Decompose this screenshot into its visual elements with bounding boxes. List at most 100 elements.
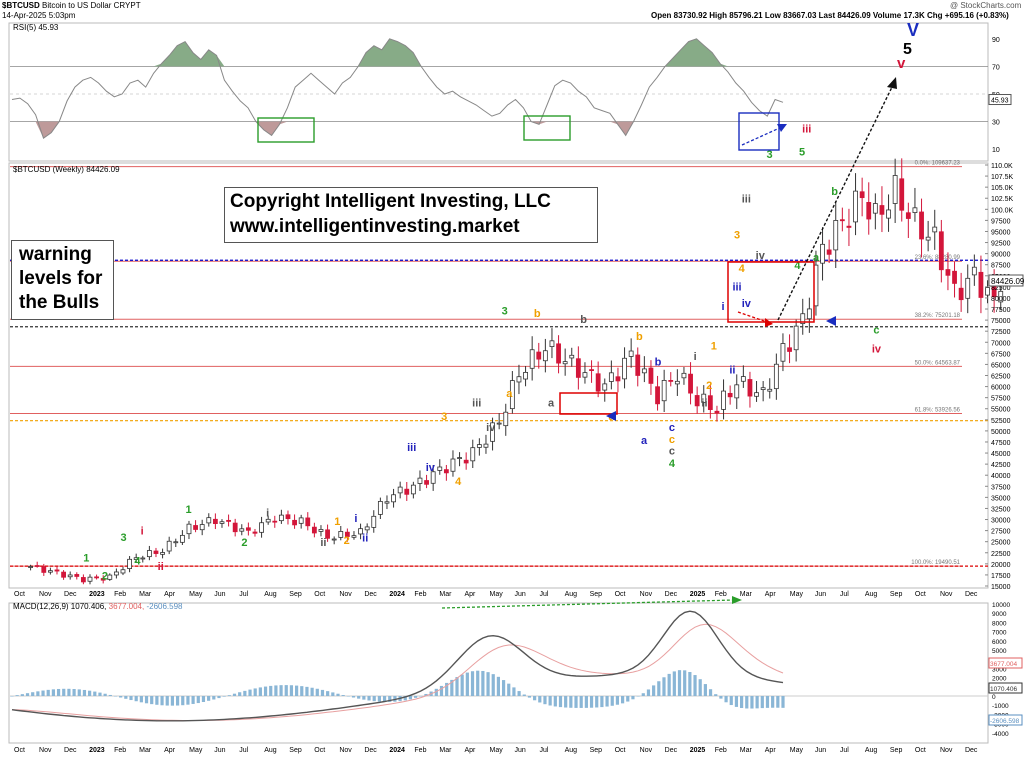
macd-hist-bar — [372, 696, 376, 702]
candle-body — [34, 565, 40, 567]
macd-hist-bar — [191, 696, 195, 704]
price-tick-label: 37500 — [991, 484, 1011, 491]
macd-tick-label: 5000 — [992, 648, 1007, 655]
stockcharts-watermark: @ StockCharts.com — [950, 1, 1022, 10]
candle-body — [463, 459, 469, 464]
macd-hist-bar — [124, 696, 128, 699]
candle-body — [866, 202, 872, 220]
macd-hist-bar — [501, 680, 506, 696]
wave-annotation: c — [873, 324, 879, 336]
candle-body — [186, 523, 192, 535]
wave-label-v: v — [897, 55, 906, 72]
macd-hist-bar — [77, 689, 81, 696]
x-tick-label: Dec — [965, 747, 978, 754]
candle-body — [160, 552, 165, 555]
support-box-2025 — [727, 261, 815, 323]
macd-hist-bar — [445, 682, 449, 696]
x-tick-label: Nov — [640, 747, 653, 754]
macd-hist-bar — [227, 695, 231, 696]
candle-body — [793, 325, 799, 351]
price-tick-label: 70000 — [991, 340, 1011, 347]
macd-hist-bar — [248, 689, 252, 696]
price-tick-label: 25000 — [991, 540, 1011, 547]
macd-hist-bar — [714, 694, 718, 696]
wave-annotation: ii — [320, 537, 326, 549]
macd-hist-bar — [470, 671, 475, 696]
fib-label: 100.0%: 19490.51 — [911, 560, 960, 566]
x-tick-label: Oct — [915, 747, 926, 754]
wave-annotation: b — [580, 314, 587, 326]
candle-body — [648, 367, 654, 384]
x-tick-label: 2025 — [690, 747, 706, 754]
macd-hist-bar — [263, 686, 268, 696]
macd-hist-bar — [543, 696, 547, 705]
macd-hist-bar — [724, 696, 728, 703]
x-tick-label: Aug — [264, 747, 277, 754]
macd-hist-bar — [113, 696, 118, 697]
price-tick-label: 17500 — [991, 573, 1011, 580]
x-tick-label: Aug — [865, 591, 878, 598]
macd-hist-bar — [201, 696, 206, 702]
warning-line3: the Bulls — [19, 292, 100, 313]
wave-annotation: ii — [729, 364, 735, 376]
rsi-tick-label: 70 — [992, 64, 1000, 71]
macd-hist-bar — [232, 693, 237, 696]
x-tick-label: Aug — [264, 591, 277, 598]
candle-body — [886, 209, 891, 219]
x-tick-label: Dec — [64, 747, 77, 754]
macd-label-main: MACD(12,26,9) 1070.406, — [13, 602, 107, 611]
wave-annotation: 1 — [83, 553, 89, 565]
macd-hist-bar — [569, 696, 573, 708]
x-tick-label: Oct — [615, 747, 626, 754]
macd-hist-bar — [108, 694, 112, 696]
macd-tick-label: 9000 — [992, 611, 1007, 618]
macd-hist-bar — [243, 690, 247, 696]
macd-hist-bar — [579, 696, 583, 708]
candle-body — [998, 290, 1004, 303]
candle-body — [193, 525, 198, 530]
macd-hist-bar — [294, 685, 299, 696]
macd-hist-bar — [186, 696, 190, 705]
candle-body — [641, 368, 647, 374]
candle-body — [958, 287, 964, 301]
wave-annotation: iv — [426, 462, 436, 474]
candle-body — [760, 387, 766, 390]
price-tick-label: 92500 — [991, 241, 1011, 248]
macd-hist-bar — [522, 694, 526, 696]
wave-annotation: 1 — [711, 340, 717, 352]
candle-body — [87, 576, 93, 582]
candle-body — [490, 422, 495, 442]
macd-hist-bar — [776, 696, 780, 708]
macd-hist-bar — [103, 693, 107, 696]
rsi-highlight-box-1 — [257, 117, 315, 143]
macd-hist-bar — [698, 679, 702, 696]
rsi-layer: 103050709045.93 — [10, 37, 1012, 154]
candle-body — [424, 480, 429, 485]
candle-body — [305, 517, 311, 527]
macd-hist-bar — [36, 691, 40, 696]
x-tick-label: Mar — [139, 591, 152, 598]
price-tick-label: 77500 — [991, 307, 1011, 314]
rsi-highlight-box-3 — [738, 112, 780, 151]
macd-hist-bar — [424, 693, 428, 696]
candle-body — [94, 576, 99, 579]
x-tick-label: Oct — [915, 591, 926, 598]
candle-body — [978, 271, 984, 298]
price-tick-label: 110.0K — [991, 163, 1013, 170]
x-tick-label: Feb — [114, 591, 126, 598]
x-tick-label: May — [489, 747, 503, 754]
candle-body — [800, 313, 806, 324]
wave-annotation: iii — [742, 194, 751, 206]
x-tick-label: Mar — [740, 591, 753, 598]
macd-hist-bar — [289, 685, 294, 696]
macd-hist-bar — [388, 696, 392, 702]
wave-annotation: 2 — [102, 570, 108, 582]
wave-annotation: c — [669, 422, 675, 434]
wave-annotation: a — [813, 252, 820, 264]
macd-hist-bar — [615, 696, 620, 705]
macd-hist-bar — [382, 696, 387, 702]
x-tick-label: May — [189, 591, 203, 598]
x-tick-label: Apr — [164, 747, 176, 754]
candle-body — [28, 566, 33, 568]
macd-signal-line — [11, 623, 784, 721]
